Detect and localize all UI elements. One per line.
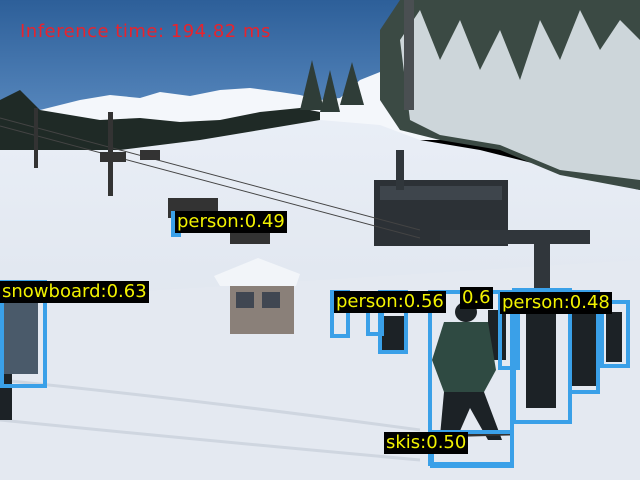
detection-label-person-chair: person:0.49 <box>175 211 287 233</box>
detection-label-snowboard: snowboard:0.63 <box>0 281 149 303</box>
detection-label-person-group: 0.6 <box>460 287 493 309</box>
detection-label-skis: skis:0.50 <box>384 432 469 454</box>
detection-box-person-edge <box>600 300 630 368</box>
inference-time-label: Inference time: 194.82 ms <box>20 21 271 42</box>
detection-label-person-right: person:0.48 <box>500 292 612 314</box>
detection-label-person-hut: person:0.56 <box>334 291 446 313</box>
